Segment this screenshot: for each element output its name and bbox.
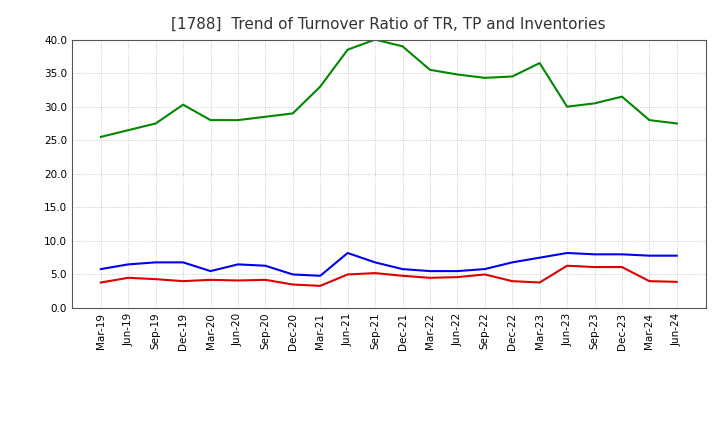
Trade Payables (371, 260, 379, 265)
Trade Payables (563, 250, 572, 256)
Trade Payables (343, 250, 352, 256)
Line: Trade Receivables: Trade Receivables (101, 266, 677, 286)
Trade Payables (398, 267, 407, 272)
Trade Payables (316, 273, 325, 279)
Trade Payables (590, 252, 599, 257)
Inventories (124, 128, 132, 133)
Trade Receivables (289, 282, 297, 287)
Inventories (563, 104, 572, 109)
Inventories (672, 121, 681, 126)
Trade Payables (96, 267, 105, 272)
Trade Receivables (618, 264, 626, 270)
Inventories (508, 74, 516, 79)
Trade Receivables (316, 283, 325, 289)
Trade Payables (261, 263, 270, 268)
Inventories (480, 75, 489, 81)
Trade Receivables (672, 279, 681, 285)
Trade Receivables (261, 277, 270, 282)
Inventories (645, 117, 654, 123)
Trade Receivables (206, 277, 215, 282)
Inventories (206, 117, 215, 123)
Trade Receivables (96, 280, 105, 285)
Trade Payables (179, 260, 187, 265)
Trade Receivables (179, 279, 187, 284)
Trade Payables (206, 268, 215, 274)
Title: [1788]  Trend of Turnover Ratio of TR, TP and Inventories: [1788] Trend of Turnover Ratio of TR, TP… (171, 16, 606, 32)
Inventories (233, 117, 242, 123)
Trade Payables (289, 272, 297, 277)
Line: Inventories: Inventories (101, 40, 677, 137)
Inventories (96, 134, 105, 139)
Inventories (590, 101, 599, 106)
Line: Trade Payables: Trade Payables (101, 253, 677, 276)
Trade Receivables (151, 276, 160, 282)
Trade Receivables (536, 280, 544, 285)
Inventories (289, 111, 297, 116)
Trade Receivables (453, 275, 462, 280)
Trade Receivables (508, 279, 516, 284)
Trade Payables (233, 262, 242, 267)
Trade Receivables (645, 279, 654, 284)
Trade Payables (645, 253, 654, 258)
Trade Payables (426, 268, 434, 274)
Trade Payables (672, 253, 681, 258)
Trade Receivables (590, 264, 599, 270)
Inventories (453, 72, 462, 77)
Trade Receivables (371, 271, 379, 276)
Trade Receivables (426, 275, 434, 280)
Trade Receivables (233, 278, 242, 283)
Inventories (398, 44, 407, 49)
Trade Payables (453, 268, 462, 274)
Trade Receivables (124, 275, 132, 280)
Trade Receivables (480, 272, 489, 277)
Trade Payables (480, 267, 489, 272)
Inventories (343, 47, 352, 52)
Trade Receivables (563, 263, 572, 268)
Inventories (179, 102, 187, 107)
Trade Payables (508, 260, 516, 265)
Inventories (536, 60, 544, 66)
Inventories (618, 94, 626, 99)
Trade Payables (536, 255, 544, 260)
Inventories (151, 121, 160, 126)
Trade Payables (618, 252, 626, 257)
Trade Receivables (343, 272, 352, 277)
Trade Receivables (398, 273, 407, 279)
Inventories (371, 37, 379, 42)
Trade Payables (151, 260, 160, 265)
Inventories (261, 114, 270, 119)
Trade Payables (124, 262, 132, 267)
Inventories (316, 84, 325, 89)
Inventories (426, 67, 434, 73)
